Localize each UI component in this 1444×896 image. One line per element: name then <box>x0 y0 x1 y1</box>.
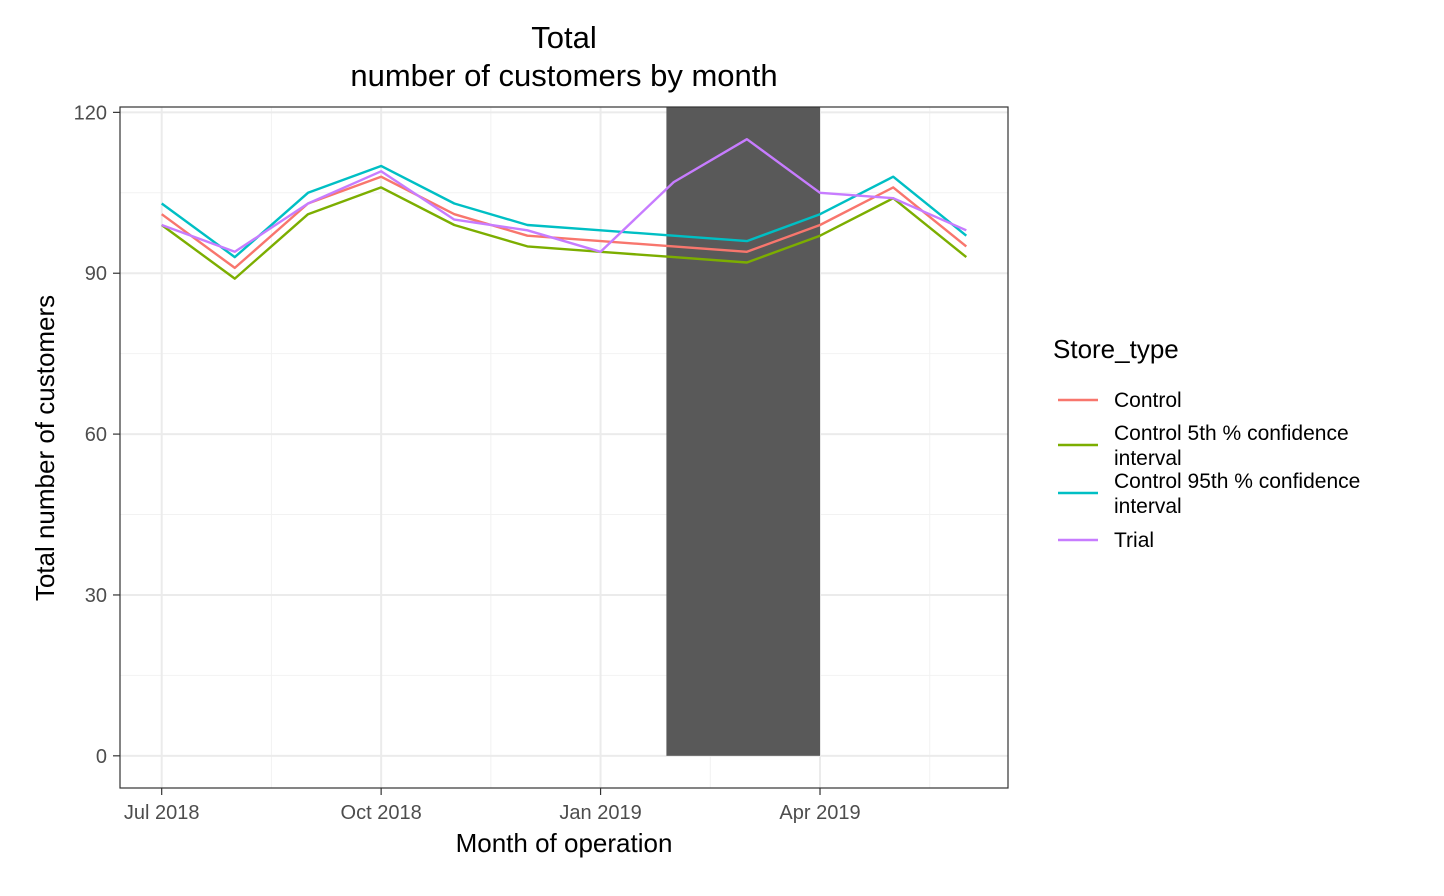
chart-title: Total number of customers by month <box>350 20 777 93</box>
legend-label-3: interval <box>1114 495 1182 518</box>
y-tick-label: 60 <box>85 424 107 446</box>
y-axis: 0 30 60 90 120 <box>74 102 120 768</box>
legend-label-1: Control <box>1114 389 1182 412</box>
series-line-1 <box>160 175 968 270</box>
chart-title-line-1: Total <box>531 20 596 55</box>
y-tick-label: 30 <box>85 585 107 607</box>
legend-label-4: Trial <box>1114 529 1154 552</box>
series-line-4 <box>161 137 967 254</box>
x-tick-label: Jul 2018 <box>124 802 200 824</box>
series-lines <box>160 137 968 280</box>
series-line-2 <box>160 186 968 280</box>
x-axis: Jul 2018 Oct 2018 Jan 2019 Apr 2019 <box>124 788 861 824</box>
legend-label-2: Control 5th % confidence <box>1114 422 1349 445</box>
trial-period-highlight <box>666 107 821 756</box>
y-axis-title: Total number of customers <box>30 295 60 601</box>
legend-label-3: Control 95th % confidence <box>1114 470 1360 493</box>
legend-label-2: interval <box>1114 447 1182 470</box>
y-tick-label: 0 <box>96 746 107 768</box>
y-tick-label: 120 <box>74 102 107 124</box>
legend: Store_type Control Control 5th % confiden… <box>1053 334 1360 552</box>
plot-panel-border <box>119 106 1009 789</box>
x-axis-title: Month of operation <box>456 828 673 858</box>
x-tick-label: Apr 2019 <box>779 802 860 824</box>
x-tick-label: Oct 2018 <box>341 802 422 824</box>
legend-title: Store_type <box>1053 334 1179 364</box>
chart-title-line-2: number of customers by month <box>350 58 777 93</box>
plot-panel <box>120 107 1008 788</box>
x-tick-label: Jan 2019 <box>559 802 641 824</box>
series-line-3 <box>160 164 968 259</box>
y-tick-label: 90 <box>85 263 107 285</box>
